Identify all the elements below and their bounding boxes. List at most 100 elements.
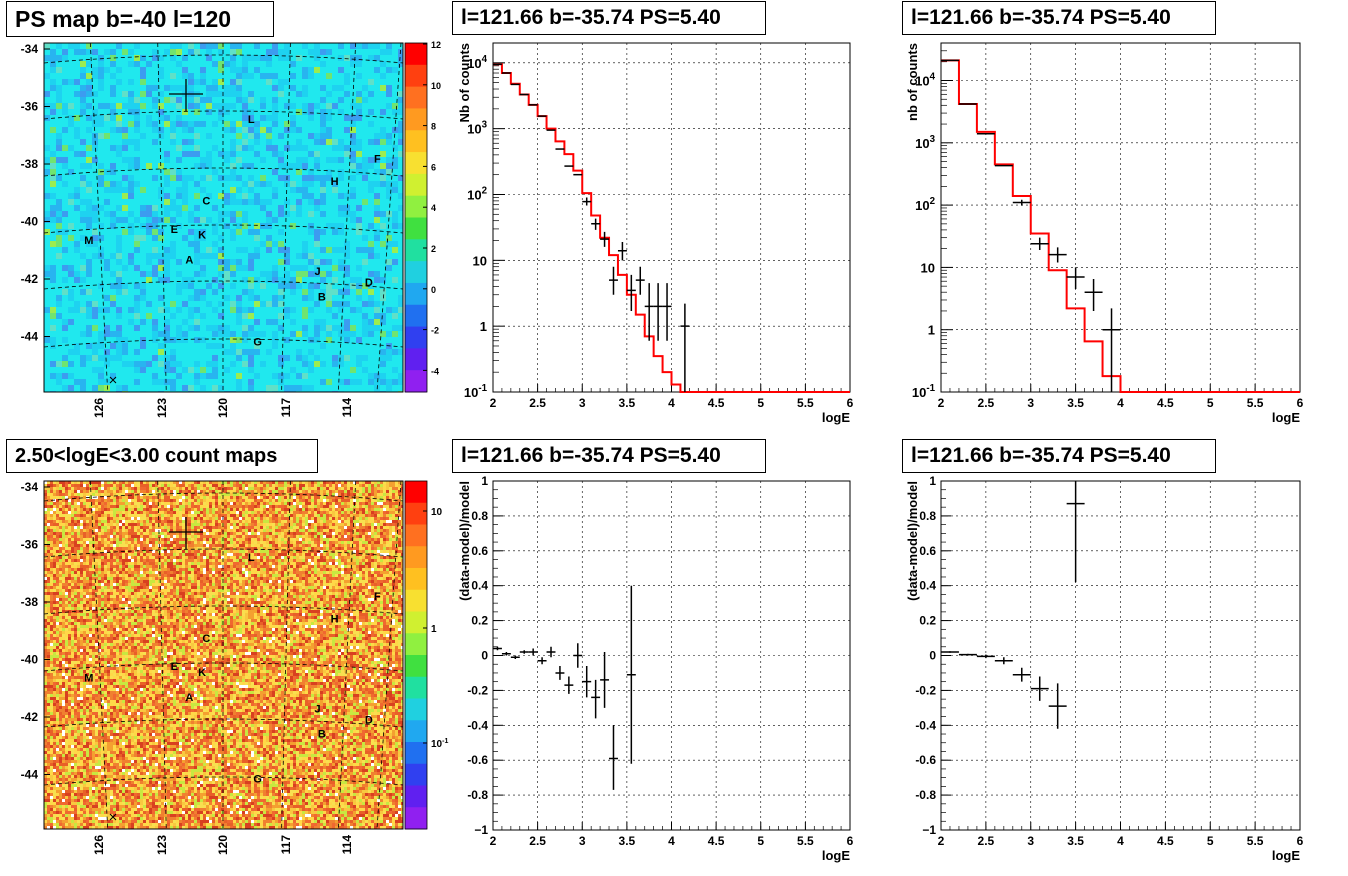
map-xlabel: 123 (155, 398, 169, 418)
x-tick-label: 4.5 (708, 396, 725, 410)
x-tick-label: 5.5 (797, 396, 814, 410)
map-xlabel: 117 (279, 835, 293, 855)
residual-right-chart: 2 2.5 3 3.5 4 4.5 5 5.5 6 −1 -0.8 -0.6 -0.4 -0.2 0 0.2 0… (905, 474, 1304, 863)
y-tick-label: -0.8 (467, 788, 488, 802)
x-tick-label: 4.5 (1157, 396, 1174, 410)
data-point (1084, 279, 1103, 311)
y-tick-label: 104 (467, 54, 487, 71)
x-tick-label: 3 (579, 396, 586, 410)
x-tick-label: 2 (490, 396, 497, 410)
source-label-D: D (365, 277, 373, 289)
data-point (573, 643, 583, 668)
data-point (555, 665, 565, 680)
y-tick-label: -0.8 (915, 788, 936, 802)
x-tick-label: 5.5 (1247, 396, 1264, 410)
ps-map-frame (43, 42, 404, 393)
source-label-L: L (248, 552, 255, 564)
colorbar-label: 1 (431, 624, 437, 635)
spectrum-right-chart: 2 2.5 3 3.5 4 4.5 5 5.5 6 10-1 1 10 102 103 104 logE nb … (905, 42, 1304, 425)
data-point (564, 676, 574, 694)
y-tick-label: 1 (480, 319, 487, 334)
y-tick-label: -0.2 (467, 683, 488, 697)
source-label-G: G (253, 336, 262, 348)
data-point (600, 652, 610, 708)
source-label-D: D (365, 715, 373, 727)
data-point (609, 725, 618, 790)
map-xlabel: 120 (216, 835, 230, 855)
y-tick-label: 10 (921, 260, 935, 275)
source-label-B: B (318, 729, 326, 741)
map-xlabel: 126 (92, 835, 106, 855)
y-tick-label: 0.4 (471, 579, 488, 593)
x-tick-label: 4.5 (708, 834, 725, 848)
data-point (994, 657, 1013, 665)
x-tick-label: 2 (490, 834, 497, 848)
y-tick-label: 103 (915, 134, 935, 151)
x-axis-title: logE (1272, 410, 1300, 425)
colorbar-label: 4 (431, 203, 436, 213)
y-tick-label: 0.8 (919, 509, 936, 523)
source-label-H: H (331, 614, 339, 626)
x-tick-label: 3 (1027, 834, 1034, 848)
x-tick-label: 2.5 (529, 834, 546, 848)
residual-mid-title: l=121.66 b=-35.74 PS=5.40 (452, 439, 766, 473)
count-colorbar (404, 480, 428, 830)
x-tick-label: 6 (847, 396, 854, 410)
data-point (582, 665, 592, 698)
model-histogram (493, 63, 850, 393)
y-tick-label: 10-1 (464, 383, 488, 400)
grid (941, 481, 1300, 830)
map-ylabel: -34 (21, 42, 39, 56)
data-point (1030, 237, 1049, 251)
source-label-K: K (198, 667, 206, 679)
colorbar-label: 6 (431, 162, 436, 172)
ps-map-x-marker (109, 376, 117, 384)
x-tick-label: 4.5 (1157, 834, 1174, 848)
data-point (528, 648, 538, 656)
y-tick-label: −1 (922, 823, 936, 837)
colorbar-label: 8 (431, 122, 436, 132)
x-tick-label: 4 (1117, 396, 1124, 410)
source-label-G: G (253, 773, 262, 785)
x-tick-label: 2 (938, 834, 945, 848)
source-label-M: M (84, 672, 93, 684)
y-tick-label: 0.2 (471, 614, 488, 628)
y-tick-label: 0.8 (471, 509, 488, 523)
y-axis-title: (data-model)/model (905, 481, 920, 601)
x-tick-label: 4 (1117, 834, 1124, 848)
x-tick-label: 3.5 (1067, 834, 1084, 848)
x-tick-label: 4 (668, 834, 675, 848)
y-tick-label: 0.6 (471, 544, 488, 558)
data-point (680, 303, 690, 392)
data-point (635, 266, 645, 295)
ps-map-graticule (44, 43, 403, 392)
ps-map-title: PS map b=-40 l=120 (6, 1, 274, 37)
source-label-J: J (314, 266, 320, 278)
data-point (644, 283, 654, 341)
x-tick-label: 5 (1207, 396, 1214, 410)
y-tick-label: -0.4 (915, 718, 936, 732)
data-point (653, 283, 663, 341)
spectrum-right-title: l=121.66 b=-35.74 PS=5.40 (902, 1, 1216, 35)
x-tick-label: 4 (668, 396, 675, 410)
x-tick-label: 3.5 (619, 396, 636, 410)
map-ylabel: -42 (21, 272, 39, 286)
x-tick-label: 6 (1297, 396, 1304, 410)
ps-colorbar (404, 42, 428, 393)
data-point (1012, 199, 1031, 206)
y-tick-label: 1 (481, 474, 488, 488)
map-xlabel: 114 (340, 398, 354, 418)
map-ylabel: -36 (21, 538, 39, 552)
source-label-M: M (84, 235, 93, 247)
ps-map-center-cross (169, 79, 203, 111)
data-point (519, 650, 529, 654)
x-tick-label: 2.5 (529, 396, 546, 410)
count-map-pixels (44, 481, 403, 829)
data-point (617, 241, 627, 261)
data-point (976, 654, 995, 659)
y-tick-label: 0.2 (919, 614, 936, 628)
data-point (1048, 247, 1067, 263)
count-map-graticule (44, 481, 403, 829)
y-axis-title: (data-model)/model (457, 481, 472, 601)
